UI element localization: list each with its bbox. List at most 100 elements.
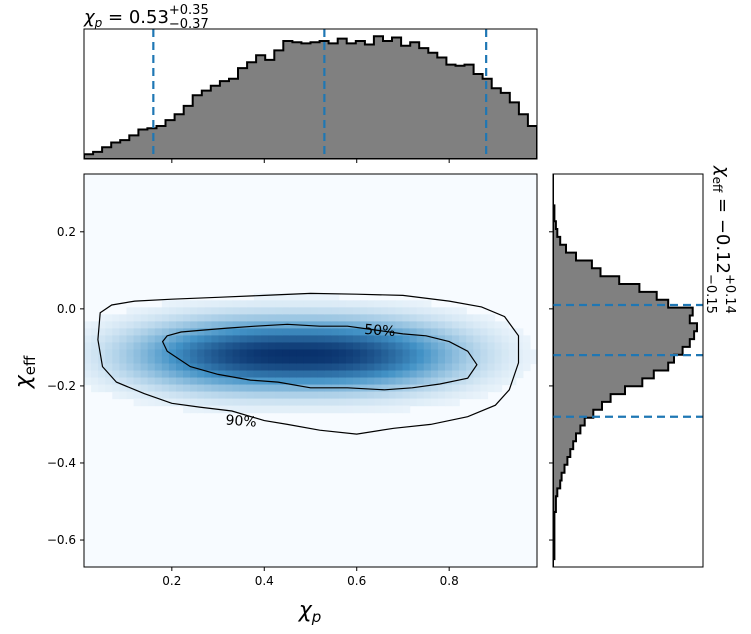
density-cell: [522, 335, 531, 344]
y-tick-label: 0.2: [57, 225, 76, 239]
density-cell: [161, 370, 170, 379]
density-cell: [374, 398, 382, 407]
density-cell: [168, 370, 177, 379]
density-cell: [168, 377, 177, 386]
density-cell: [246, 314, 255, 322]
density-cell: [218, 377, 227, 386]
density-cell: [84, 342, 92, 351]
density-cell: [388, 314, 397, 322]
density-cell: [296, 391, 305, 400]
density-cell: [338, 314, 347, 322]
density-cell: [381, 321, 389, 329]
density-cell: [402, 391, 411, 400]
density-cell: [183, 405, 191, 414]
density-cell: [211, 300, 220, 308]
density-cell: [444, 391, 453, 400]
density-cell: [303, 370, 312, 379]
density-cell: [402, 321, 411, 329]
density-cell: [508, 335, 517, 344]
density-cell: [296, 300, 305, 308]
density-cell: [395, 335, 404, 344]
density-cell: [161, 391, 170, 400]
density-cell: [487, 377, 496, 386]
density-cell: [211, 349, 220, 358]
x-axis-title: χp: [298, 598, 322, 626]
density-cell: [246, 398, 255, 407]
density-cell: [119, 356, 128, 365]
density-cell: [218, 398, 227, 407]
density-cell: [360, 405, 368, 414]
density-cell: [239, 398, 248, 407]
density-cell: [296, 405, 305, 414]
density-cell: [331, 335, 340, 344]
density-cell: [232, 377, 241, 386]
density-cell: [154, 370, 163, 379]
density-cell: [225, 328, 234, 337]
density-cell: [444, 335, 453, 344]
density-cell: [423, 391, 432, 400]
density-cell: [480, 342, 489, 351]
density-cell: [204, 342, 213, 351]
density-cell: [190, 307, 198, 315]
density-cell: [317, 377, 326, 386]
density-cell: [466, 314, 474, 322]
density-cell: [161, 349, 170, 358]
density-cell: [84, 335, 92, 344]
density-cell: [140, 391, 149, 400]
density-cell: [225, 363, 234, 372]
density-cell: [260, 391, 269, 400]
density-cell: [190, 370, 198, 379]
density-cell: [303, 314, 312, 322]
density-cell: [381, 314, 389, 322]
density-cell: [168, 356, 177, 365]
density-cell: [296, 335, 305, 344]
density-cell: [423, 377, 432, 386]
chi-p-summary-sub: p: [94, 16, 103, 30]
density-cell: [168, 398, 177, 407]
density-cell: [211, 328, 220, 337]
density-cell: [324, 363, 333, 372]
density-cell: [190, 300, 198, 308]
density-cell: [388, 342, 397, 351]
density-cell: [303, 335, 312, 344]
density-cell: [388, 370, 397, 379]
density-cell: [140, 384, 149, 393]
density-cell: [508, 328, 517, 337]
density-cell: [296, 370, 305, 379]
density-cell: [402, 370, 411, 379]
density-cell: [282, 377, 290, 386]
density-cell: [239, 314, 248, 322]
density-cell: [168, 335, 177, 344]
density-cell: [423, 342, 432, 351]
density-cell: [239, 405, 248, 414]
density-cell: [190, 328, 198, 337]
density-cell: [303, 391, 312, 400]
density-cell: [119, 335, 128, 344]
density-cell: [501, 349, 510, 358]
density-cell: [105, 314, 113, 322]
density-cell: [324, 335, 333, 344]
density-cell: [140, 370, 149, 379]
density-cell: [331, 342, 340, 351]
density-cell: [430, 398, 439, 407]
density-cell: [367, 300, 375, 308]
density-cell: [126, 349, 135, 358]
density-cell: [154, 391, 163, 400]
density-cell: [487, 384, 496, 393]
density-cell: [423, 356, 432, 365]
density-cell: [452, 328, 460, 337]
density-cell: [183, 321, 191, 329]
x-axis-ticks: 0.2 0.4 0.6 0.8: [162, 567, 459, 588]
density-cell: [239, 328, 248, 337]
density-cell: [190, 335, 198, 344]
density-cell: [480, 349, 489, 358]
density-cell: [218, 328, 227, 337]
density-cell: [282, 335, 290, 344]
density-cell: [154, 384, 163, 393]
density-cell: [374, 307, 382, 315]
density-cell: [289, 335, 297, 344]
density-cell: [416, 342, 425, 351]
density-cell: [282, 328, 290, 337]
density-cell: [246, 356, 255, 365]
density-cell: [437, 377, 446, 386]
